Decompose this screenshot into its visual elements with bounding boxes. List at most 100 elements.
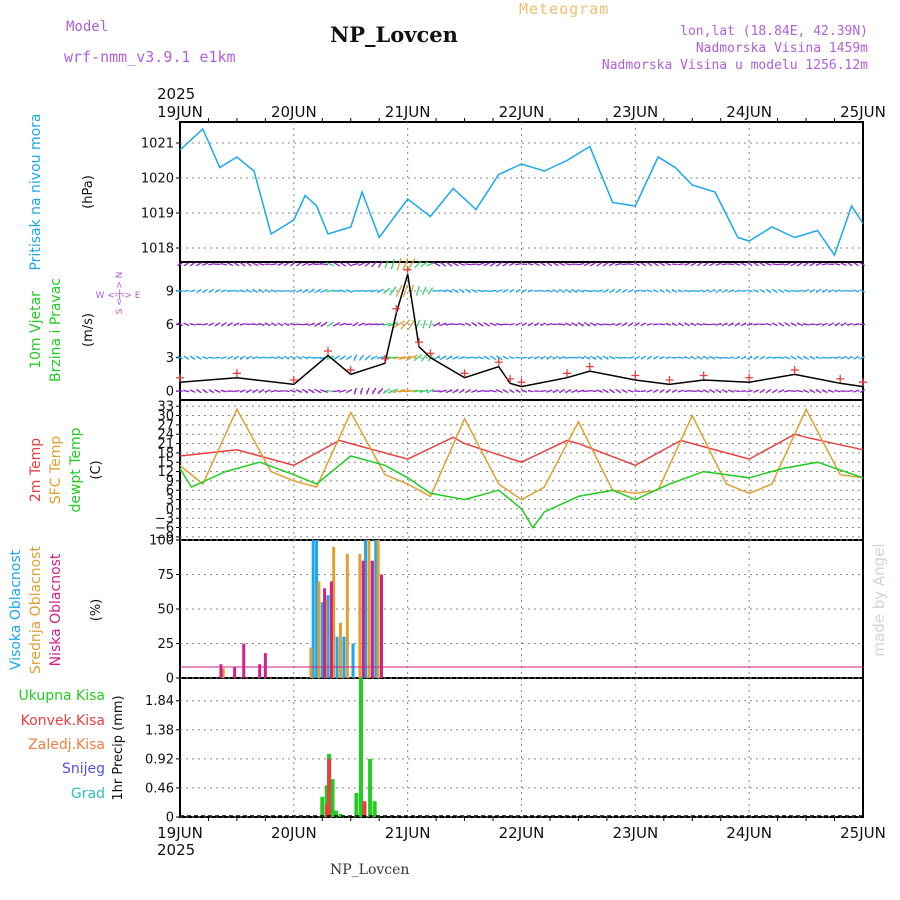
wind-arrow: [445, 289, 453, 293]
wind-arrow: [376, 288, 384, 294]
page-title: NP_Lovcen: [330, 22, 458, 47]
wind-arrow: [665, 322, 672, 326]
wind-arrow: [853, 262, 859, 267]
precip-bar: [338, 813, 343, 817]
wind-gust-marker: [403, 265, 412, 274]
wind-arrow: [495, 389, 503, 394]
wind-arrow: [734, 355, 741, 360]
wind-arrow: [290, 262, 296, 267]
wind-arrow: [358, 262, 365, 267]
precip-bar: [362, 801, 367, 817]
wind-arrow: [715, 262, 722, 266]
wind-arrow: [677, 389, 684, 393]
x-tick-label-bottom: 23JUN: [612, 824, 658, 842]
wind-arrow: [508, 262, 515, 266]
wind-arrow: [495, 355, 503, 361]
wind-arrow: [527, 262, 534, 266]
wind-arrow: [765, 262, 772, 266]
wind-arrow: [364, 354, 371, 361]
wind-arrow: [577, 356, 585, 360]
x-tick-label-bottom: 20JUN: [271, 824, 317, 842]
footer-station: NP_Lovcen: [330, 862, 410, 878]
y-tick-label: 0: [166, 385, 174, 400]
wind-arrow: [314, 288, 322, 294]
y-tick-label: 100: [149, 534, 174, 549]
wind-arrow: [777, 389, 785, 393]
y-tick-label: 24: [157, 428, 174, 443]
wind-arrow: [290, 355, 296, 360]
wind-arrow: [339, 355, 347, 361]
wind-arrow: [227, 262, 234, 267]
y-tick-label: 50: [157, 603, 174, 618]
precip-legend-label: Ukupna Kisa: [18, 688, 105, 704]
wind-arrow: [803, 261, 810, 267]
wind-arrow: [753, 355, 759, 360]
model-label: Model: [66, 19, 109, 35]
wind-arrow: [464, 356, 472, 359]
wind-arrow: [821, 356, 828, 359]
cloud-bar: [311, 540, 315, 678]
wind-arrow: [177, 355, 183, 360]
wind-arrow: [183, 355, 190, 360]
wind-arrow: [422, 320, 427, 329]
wind-arrow: [759, 388, 766, 394]
wind-arrow: [527, 322, 534, 327]
wind-arrow: [364, 289, 372, 293]
mid-cloud-axis-title: Srednja Oblacnost: [28, 546, 44, 674]
wind-arrow: [771, 322, 778, 327]
wind-arrow: [189, 262, 196, 267]
y-tick-label: −9: [155, 530, 174, 545]
wind-arrow: [659, 262, 665, 267]
wind-arrow: [458, 388, 465, 394]
y-tick-label: 0: [166, 672, 174, 687]
wind-arrow: [702, 323, 709, 326]
wind-arrow: [258, 262, 265, 266]
wind-arrow: [245, 388, 252, 394]
wind-arrow: [452, 262, 459, 267]
wind-arrow: [796, 389, 804, 393]
wind-arrow: [420, 353, 428, 362]
cloud-bar: [339, 622, 343, 678]
wind-arrow: [345, 388, 353, 394]
cloud-bar: [351, 643, 355, 678]
x-tick-label-top: 20JUN: [271, 103, 317, 121]
wind-arrow: [264, 288, 271, 293]
y-tick-label: 1018: [141, 242, 174, 257]
wind-arrow: [289, 322, 296, 326]
pressure-axis-title: Pritisak na nivou mora: [28, 113, 44, 270]
wind-arrow: [413, 354, 423, 362]
y-tick-label: 3: [166, 493, 174, 508]
x-tick-label-top: 19JUN: [157, 103, 203, 121]
wind-arrow: [709, 288, 716, 294]
wind-arrow: [202, 262, 209, 267]
wind-arrow: [351, 262, 359, 266]
wind-arrow: [477, 262, 484, 266]
wind-arrow: [696, 355, 703, 360]
x-tick-label-bottom: 19JUN: [157, 824, 203, 842]
wind-arrow: [796, 289, 804, 293]
wind-arrow: [777, 356, 785, 359]
cloud-bar: [361, 560, 365, 678]
wind-arrow: [815, 288, 822, 294]
wind-arrow: [809, 262, 816, 267]
wind-arrow: [546, 262, 553, 267]
wind-arrow: [696, 389, 703, 393]
wind-arrow: [252, 356, 259, 360]
precip-bar: [358, 678, 363, 817]
wind-arrow: [565, 388, 572, 394]
precip-bar: [372, 801, 377, 817]
wind-arrow: [432, 261, 441, 267]
wind-arrow: [332, 355, 341, 361]
wind-arrow: [445, 355, 453, 361]
wind-arrow: [427, 287, 434, 295]
wind-arrow: [608, 388, 616, 394]
wind-arrow: [314, 388, 322, 394]
wind-arrow: [602, 288, 609, 293]
wind-arrow: [621, 389, 628, 394]
wind-arrow: [515, 356, 521, 359]
wind-arrow: [214, 389, 221, 393]
wind-arrow: [358, 322, 365, 327]
wind-arrow: [258, 322, 265, 327]
wind-arrow: [445, 261, 453, 267]
wind-arrow: [270, 389, 277, 393]
